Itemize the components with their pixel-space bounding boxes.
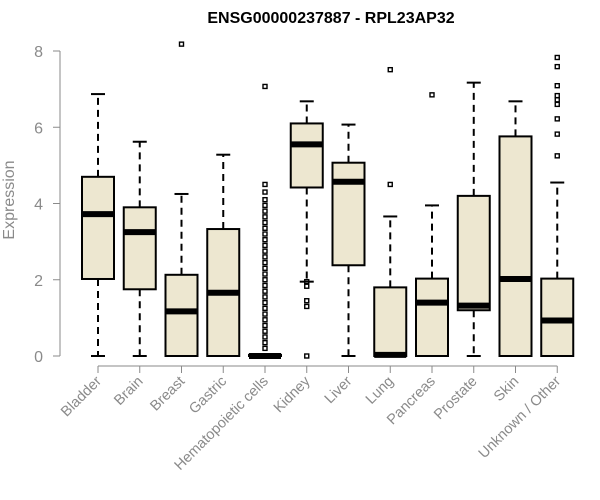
x-tick-label: Brain — [111, 374, 146, 409]
box-iqr — [415, 277, 449, 358]
box-iqr — [540, 277, 575, 358]
outlier-point — [554, 153, 560, 159]
outlier-point — [554, 97, 560, 103]
outlier-point — [262, 237, 268, 243]
y-tick-label: 4 — [34, 197, 43, 214]
x-tick-label: Skin — [491, 374, 522, 405]
x-tick-label: Lung — [363, 374, 397, 408]
box-iqr — [498, 135, 533, 357]
outlier-point — [262, 305, 268, 312]
outlier-point — [178, 41, 185, 47]
outlier-point — [262, 214, 268, 220]
y-axis: 0 2 4 6 8 — [34, 44, 61, 366]
outlier-point — [554, 131, 560, 137]
outlier-point — [554, 101, 560, 108]
outlier-point — [262, 271, 268, 277]
outlier-point — [262, 259, 268, 266]
box-iqr — [331, 161, 366, 267]
outlier-point — [304, 353, 310, 359]
outlier-point — [262, 277, 268, 283]
outlier-point — [262, 248, 268, 254]
box-group — [415, 92, 449, 358]
box-group — [248, 83, 282, 359]
box-iqr — [81, 175, 115, 280]
box-iqr — [122, 206, 157, 291]
outlier-point — [262, 181, 268, 188]
outlier-point — [262, 311, 268, 317]
y-tick-label: 6 — [34, 120, 43, 137]
box-iqr — [164, 273, 199, 358]
box-group — [81, 93, 115, 357]
outlier-point — [262, 225, 268, 231]
outlier-point — [262, 328, 268, 334]
outlier-point — [262, 322, 268, 329]
x-tick-label: Prostate — [431, 374, 480, 423]
box-iqr — [373, 286, 408, 357]
outlier-point — [262, 334, 268, 340]
y-tick-label: 0 — [34, 349, 43, 366]
outlier-point — [262, 265, 268, 272]
outlier-point — [304, 298, 310, 304]
box-group — [164, 41, 199, 358]
box-group — [122, 140, 157, 357]
outlier-point — [262, 254, 268, 260]
outlier-point — [262, 345, 268, 352]
box-group — [289, 100, 324, 359]
outlier-point — [387, 181, 393, 188]
outlier-point — [262, 339, 268, 346]
plot-area — [81, 41, 575, 359]
y-axis-label: Expression — [1, 160, 18, 239]
outlier-point — [262, 242, 268, 249]
x-tick-label: Liver — [322, 373, 356, 407]
outlier-point — [262, 219, 268, 226]
outlier-point — [554, 92, 560, 99]
outlier-point — [262, 208, 268, 214]
outlier-point — [554, 63, 560, 70]
outlier-point — [262, 196, 268, 203]
outlier-point — [262, 189, 268, 195]
x-tick-label: Bladder — [58, 373, 105, 420]
box-group — [331, 123, 366, 357]
x-tick-label: Breast — [147, 374, 188, 415]
chart-title: ENSG00000237887 - RPL23AP32 — [207, 10, 454, 27]
outlier-point — [262, 202, 268, 209]
outlier-point — [262, 231, 268, 237]
outlier-point — [262, 294, 268, 300]
outlier-point — [262, 299, 268, 306]
box-group — [206, 153, 241, 357]
box-group — [540, 54, 575, 358]
box-iqr — [289, 122, 324, 189]
y-tick-label: 8 — [34, 44, 43, 61]
outlier-point — [304, 303, 310, 310]
outlier-point — [262, 288, 268, 294]
x-tick-label: Kidney — [271, 373, 314, 416]
box-iqr — [456, 194, 491, 312]
outlier-point — [262, 317, 268, 323]
outlier-point — [429, 92, 435, 98]
outlier-point — [554, 82, 560, 89]
outlier-point — [554, 54, 560, 61]
outlier-point — [554, 116, 560, 122]
y-tick-label: 2 — [34, 273, 43, 290]
box-group — [498, 100, 533, 357]
outlier-point — [387, 66, 393, 73]
outlier-point — [262, 83, 268, 90]
box-group — [456, 81, 491, 357]
box-group — [373, 66, 408, 358]
outlier-point — [304, 283, 310, 289]
outlier-point — [262, 282, 268, 289]
